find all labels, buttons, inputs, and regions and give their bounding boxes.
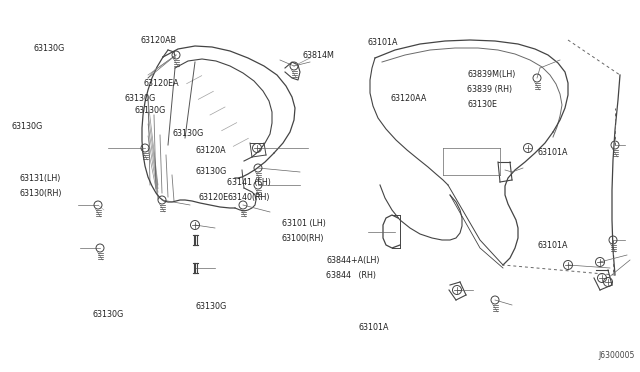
Text: 63101 (LH): 63101 (LH) bbox=[282, 219, 326, 228]
Text: 63141 (LH): 63141 (LH) bbox=[227, 178, 271, 187]
Text: 63844   (RH): 63844 (RH) bbox=[326, 271, 376, 280]
Text: 63120E: 63120E bbox=[198, 193, 228, 202]
Text: 63130G: 63130G bbox=[195, 167, 227, 176]
Text: 63814M: 63814M bbox=[303, 51, 335, 60]
Text: 63101A: 63101A bbox=[538, 241, 568, 250]
Text: 63844+A(LH): 63844+A(LH) bbox=[326, 256, 380, 265]
Text: 63130G: 63130G bbox=[173, 129, 204, 138]
Text: 63839 (RH): 63839 (RH) bbox=[467, 85, 513, 94]
Text: 63130E: 63130E bbox=[467, 100, 497, 109]
Text: 63130G: 63130G bbox=[134, 106, 166, 115]
Text: 63120EA: 63120EA bbox=[144, 79, 180, 88]
Text: 63101A: 63101A bbox=[538, 148, 568, 157]
Text: 63130G: 63130G bbox=[33, 44, 65, 53]
Text: 63140(RH): 63140(RH) bbox=[227, 193, 269, 202]
Text: 63130G: 63130G bbox=[12, 122, 43, 131]
Text: 63130G: 63130G bbox=[93, 310, 124, 319]
Text: 63839M(LH): 63839M(LH) bbox=[467, 70, 516, 79]
Text: 63101A: 63101A bbox=[368, 38, 399, 47]
Text: J6300005: J6300005 bbox=[598, 351, 635, 360]
Text: 63120AA: 63120AA bbox=[390, 94, 427, 103]
Text: 63130G: 63130G bbox=[195, 302, 227, 311]
Text: 63130(RH): 63130(RH) bbox=[19, 189, 61, 198]
Text: 63120AB: 63120AB bbox=[141, 36, 177, 45]
Text: 63100(RH): 63100(RH) bbox=[282, 234, 324, 243]
Text: 63120A: 63120A bbox=[195, 146, 226, 155]
Text: 63131(LH): 63131(LH) bbox=[19, 174, 61, 183]
Text: 63101A: 63101A bbox=[358, 323, 389, 332]
Text: 63130G: 63130G bbox=[125, 94, 156, 103]
